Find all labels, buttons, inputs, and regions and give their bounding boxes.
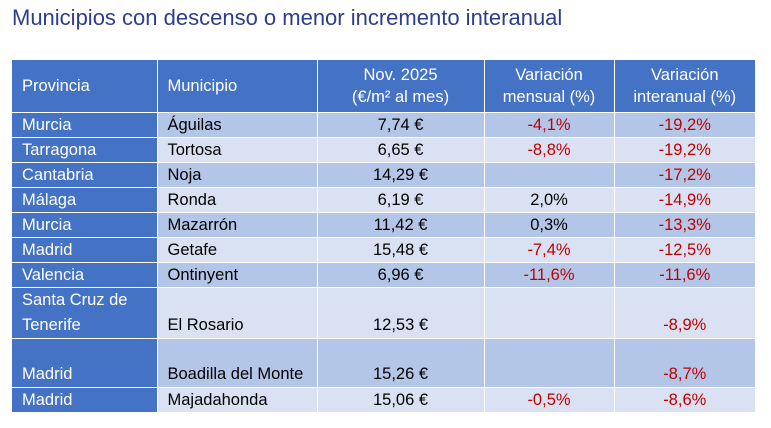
cell-municipio: Tortosa [157,137,318,163]
cell-provincia: Málaga [12,187,158,213]
table-row: Valencia Ontinyent 6,96 € -11,6% -11,6% [12,262,755,288]
cell-interanual: -8,7% [614,338,755,388]
cell-mensual: 0,3% [484,212,615,238]
cell-municipio: Ronda [157,187,318,213]
table-row: Murcia Mazarrón 11,42 € 0,3% -13,3% [12,212,755,238]
cell-mensual: -4,1% [484,112,615,138]
cell-mensual [484,338,615,388]
cell-municipio: Ontinyent [157,262,318,288]
header-precio: Nov. 2025 (€/m² al mes) [317,60,485,113]
cell-precio: 15,06 € [317,387,485,412]
table-row: Murcia Águilas 7,74 € -4,1% -19,2% [12,112,755,138]
table-row: Santa Cruz de Tenerife El Rosario 12,53 … [12,287,755,339]
cell-mensual: -11,6% [484,262,615,288]
cell-municipio: El Rosario [157,287,318,339]
data-table: Provincia Municipio Nov. 2025 (€/m² al m… [12,60,755,412]
cell-interanual: -13,3% [614,212,755,238]
cell-mensual: -0,5% [484,387,615,412]
cell-precio: 6,96 € [317,262,485,288]
cell-interanual: -11,6% [614,262,755,288]
cell-precio: 15,26 € [317,338,485,388]
cell-provincia: Madrid [12,338,158,388]
cell-precio: 14,29 € [317,162,485,188]
table-row: Madrid Boadilla del Monte 15,26 € -8,7% [12,338,755,388]
cell-precio: 6,19 € [317,187,485,213]
cell-municipio: Majadahonda [157,387,318,412]
cell-mensual: -8,8% [484,137,615,163]
page-title: Municipios con descenso o menor incremen… [12,5,563,30]
header-mensual: Variación mensual (%) [484,60,615,113]
cell-precio: 6,65 € [317,137,485,163]
cell-provincia: Tarragona [12,137,158,163]
cell-mensual: 2,0% [484,187,615,213]
cell-municipio: Getafe [157,237,318,263]
cell-interanual: -19,2% [614,137,755,163]
table-row: Madrid Getafe 15,48 € -7,4% -12,5% [12,237,755,263]
header-interanual-line2: interanual (%) [633,88,737,106]
cell-provincia: Cantabria [12,162,158,188]
cell-municipio: Noja [157,162,318,188]
cell-municipio: Boadilla del Monte [157,338,318,388]
cell-provincia: Madrid [12,387,158,412]
cell-interanual: -17,2% [614,162,755,188]
cell-precio: 12,53 € [317,287,485,339]
cell-interanual: -8,6% [614,387,755,412]
header-mensual-line2: mensual (%) [502,88,596,106]
table-row: Cantabria Noja 14,29 € -17,2% [12,162,755,188]
header-row: Provincia Municipio Nov. 2025 (€/m² al m… [12,60,755,113]
header-precio-line2: (€/m² al mes) [351,88,450,106]
cell-mensual [484,287,615,339]
cell-mensual [484,162,615,188]
table-row: Tarragona Tortosa 6,65 € -8,8% -19,2% [12,137,755,163]
header-precio-line1: Nov. 2025 [363,66,438,84]
cell-precio: 11,42 € [317,212,485,238]
cell-interanual: -12,5% [614,237,755,263]
cell-provincia: Murcia [12,112,158,138]
cell-interanual: -19,2% [614,112,755,138]
cell-precio: 7,74 € [317,112,485,138]
cell-provincia: Murcia [12,212,158,238]
cell-municipio: Águilas [157,112,318,138]
cell-mensual: -7,4% [484,237,615,263]
table-row: Málaga Ronda 6,19 € 2,0% -14,9% [12,187,755,213]
header-interanual-line1: Variación [650,66,719,84]
header-interanual: Variación interanual (%) [614,60,755,113]
cell-municipio: Mazarrón [157,212,318,238]
header-mensual-line1: Variación [515,66,583,84]
header-municipio: Municipio [157,60,318,113]
cell-interanual: -14,9% [614,187,755,213]
table-row: Madrid Majadahonda 15,06 € -0,5% -8,6% [12,387,755,412]
cell-provincia: Madrid [12,237,158,263]
header-provincia: Provincia [12,60,158,113]
cell-provincia: Santa Cruz de Tenerife [12,287,158,339]
cell-interanual: -8,9% [614,287,755,339]
cell-provincia: Valencia [12,262,158,288]
cell-precio: 15,48 € [317,237,485,263]
